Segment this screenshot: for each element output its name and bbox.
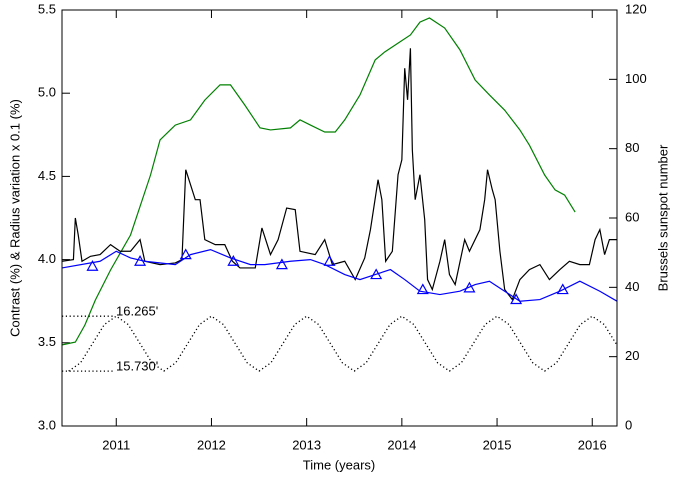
x-tick-label: 2012 [197,437,226,452]
x-tick-label: 2014 [387,437,416,452]
y2-tick-label: 40 [625,279,639,294]
x-tick-label: 2015 [483,437,512,452]
series-line [61,48,617,301]
triangle-marker [416,283,429,295]
triangle-marker [275,258,288,270]
annotation-label: 16.265' [116,304,158,319]
annotation-label: 15.730' [116,359,158,374]
triangle-marker [134,255,147,266]
triangle-marker [370,268,383,280]
triangle-marker [556,283,569,295]
y2-tick-label: 100 [625,71,647,86]
y-tick-label: 3.5 [38,334,56,349]
y2-tick-label: 0 [625,417,632,432]
y2-tick-label: 60 [625,209,639,224]
x-tick-label: 2011 [102,437,130,452]
series-line [68,315,617,372]
y2-tick-label: 20 [625,348,639,363]
plot-frame [61,9,618,427]
triangle-marker [463,281,476,293]
triangle-marker [86,260,99,271]
y2-tick-label: 120 [625,1,647,16]
y2-axis-label: Brussels sunspot number [655,144,670,291]
y2-tick-label: 80 [625,140,639,155]
y-tick-label: 5.5 [38,1,56,16]
triangle-marker [323,255,336,266]
y-tick-label: 5.0 [38,85,56,100]
triangle-marker [227,255,240,266]
y-tick-label: 4.5 [38,168,56,183]
y-tick-label: 3.0 [38,417,56,432]
triangle-marker [179,248,192,260]
x-tick-label: 2013 [292,437,321,452]
x-tick-label: 2016 [578,437,607,452]
x-axis-label: Time (years) [303,457,375,472]
triangle-marker [510,293,523,305]
series-line [61,17,576,346]
y-axis-label: Contrast (%) & Radius variation x 0.1 (%… [7,99,22,337]
y-tick-label: 4.0 [38,251,56,266]
